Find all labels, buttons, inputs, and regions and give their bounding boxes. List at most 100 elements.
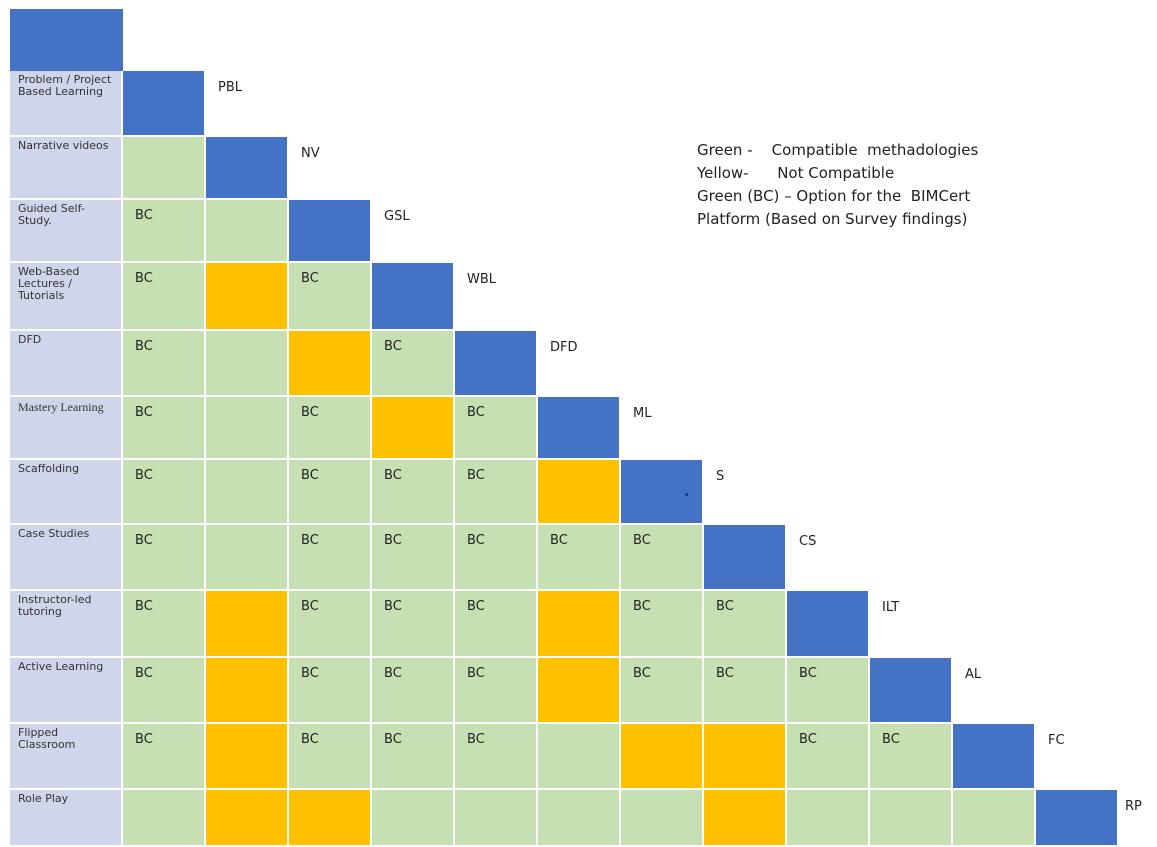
compatible-cell: BC — [372, 658, 455, 724]
row-label-cs: Case Studies — [10, 525, 123, 591]
compatible-cell — [372, 790, 455, 847]
compatible-cell — [206, 200, 289, 263]
row-label-fc: Flipped Classroom — [10, 724, 123, 790]
incompatible-cell — [206, 591, 289, 658]
bc-label: BC — [135, 599, 153, 614]
compatible-cell: BC — [455, 591, 538, 658]
diagonal-cell — [123, 71, 206, 137]
bc-label: BC — [467, 405, 485, 420]
compatible-cell: BC — [123, 200, 206, 263]
corner-block — [10, 9, 123, 71]
compatible-cell: BC — [455, 525, 538, 591]
compatible-cell — [621, 790, 704, 847]
compatible-cell: BC — [123, 397, 206, 460]
bc-label: BC — [135, 732, 153, 747]
compatible-cell: BC — [455, 460, 538, 525]
compatible-cell — [787, 790, 870, 847]
column-abbr-cs: CS — [799, 534, 817, 549]
incompatible-cell — [538, 658, 621, 724]
compatible-cell: BC — [372, 724, 455, 790]
compatible-cell: BC — [621, 525, 704, 591]
bc-label: BC — [301, 599, 319, 614]
bc-label: BC — [384, 599, 402, 614]
column-abbr-gsl: GSL — [384, 209, 410, 224]
bc-label: BC — [301, 271, 319, 286]
compatible-cell — [206, 331, 289, 397]
bc-label: BC — [384, 339, 402, 354]
compatible-cell: BC — [704, 658, 787, 724]
column-abbr-nv: NV — [301, 146, 320, 161]
legend-bc-line-1: Green (BC) – Option for the BIMCert — [697, 187, 971, 205]
bc-label: BC — [301, 405, 319, 420]
row-label-gsl: Guided Self-Study. — [10, 200, 123, 263]
compatible-cell: BC — [123, 658, 206, 724]
compatible-cell: BC — [123, 331, 206, 397]
compatible-cell — [206, 397, 289, 460]
bc-label: BC — [467, 468, 485, 483]
incompatible-cell — [704, 724, 787, 790]
compatible-cell: BC — [123, 263, 206, 331]
diagonal-cell — [372, 263, 455, 331]
incompatible-cell — [206, 263, 289, 331]
column-abbr-pbl: PBL — [218, 80, 243, 95]
incompatible-cell — [538, 591, 621, 658]
bc-label: BC — [633, 599, 651, 614]
incompatible-cell — [621, 724, 704, 790]
compatible-cell: BC — [372, 460, 455, 525]
compatible-cell — [455, 790, 538, 847]
column-abbr-al: AL — [965, 667, 982, 682]
bc-label: BC — [135, 666, 153, 681]
legend: Green - Compatible methadologies Yellow-… — [697, 139, 978, 231]
bc-label: BC — [384, 666, 402, 681]
compatible-cell — [123, 137, 206, 200]
stray-dot — [685, 493, 688, 496]
column-abbr-s: S — [716, 469, 725, 484]
row-label-ml: Mastery Learning — [10, 397, 123, 460]
compatible-cell: BC — [372, 525, 455, 591]
compatible-cell: BC — [621, 591, 704, 658]
compatible-cell: BC — [455, 724, 538, 790]
bc-label: BC — [882, 732, 900, 747]
bc-label: BC — [467, 599, 485, 614]
incompatible-cell — [206, 724, 289, 790]
bc-label: BC — [135, 339, 153, 354]
bc-label: BC — [301, 666, 319, 681]
row-label-s: Scaffolding — [10, 460, 123, 525]
incompatible-cell — [538, 460, 621, 525]
compatible-cell — [538, 724, 621, 790]
incompatible-cell — [206, 790, 289, 847]
bc-label: BC — [384, 533, 402, 548]
bc-label: BC — [301, 533, 319, 548]
compatible-cell: BC — [123, 460, 206, 525]
compatible-cell: BC — [455, 658, 538, 724]
row-label-rp: Role Play — [10, 790, 123, 847]
compatible-cell — [953, 790, 1036, 847]
column-abbr-dfd: DFD — [550, 340, 578, 355]
bc-label: BC — [550, 533, 568, 548]
diagonal-cell — [704, 525, 787, 591]
compatible-cell — [123, 790, 206, 847]
bc-label: BC — [135, 208, 153, 223]
column-abbr-ilt: ILT — [882, 600, 900, 615]
diagonal-cell — [621, 460, 704, 525]
compatible-cell — [206, 525, 289, 591]
diagonal-cell — [538, 397, 621, 460]
compatible-cell: BC — [289, 724, 372, 790]
compatible-cell: BC — [289, 263, 372, 331]
compatible-cell — [206, 460, 289, 525]
bc-label: BC — [135, 533, 153, 548]
compatible-cell: BC — [289, 460, 372, 525]
compatible-cell: BC — [372, 591, 455, 658]
bc-label: BC — [716, 599, 734, 614]
column-abbr-wbl: WBL — [467, 272, 497, 287]
diagonal-cell — [289, 200, 372, 263]
legend-compatible: Green - Compatible methadologies — [697, 141, 979, 159]
compatible-cell: BC — [372, 331, 455, 397]
compatible-cell — [870, 790, 953, 847]
compatible-cell: BC — [123, 724, 206, 790]
compatible-cell: BC — [289, 397, 372, 460]
row-label-pbl: Problem / Project Based Learning — [10, 71, 123, 137]
compatible-cell: BC — [621, 658, 704, 724]
bc-label: BC — [633, 533, 651, 548]
